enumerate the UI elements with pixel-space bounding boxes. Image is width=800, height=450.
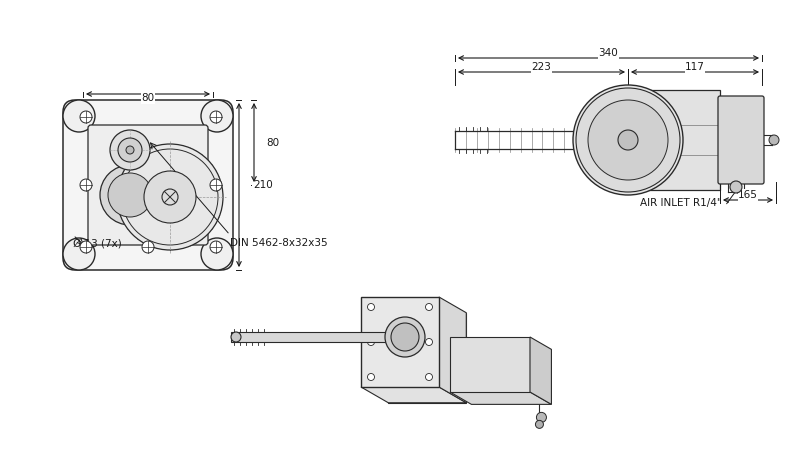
- FancyBboxPatch shape: [88, 125, 208, 245]
- Circle shape: [80, 241, 92, 253]
- Circle shape: [367, 374, 374, 381]
- FancyBboxPatch shape: [718, 96, 764, 184]
- Text: 223: 223: [531, 62, 551, 72]
- Text: DIN 5462-8x32x35: DIN 5462-8x32x35: [230, 238, 328, 248]
- Polygon shape: [361, 387, 466, 403]
- Circle shape: [573, 85, 683, 195]
- Polygon shape: [450, 392, 551, 405]
- Circle shape: [426, 374, 433, 381]
- Circle shape: [118, 138, 142, 162]
- Circle shape: [367, 303, 374, 310]
- Circle shape: [201, 100, 233, 132]
- Circle shape: [108, 173, 152, 217]
- Circle shape: [63, 100, 95, 132]
- Circle shape: [80, 179, 92, 191]
- Text: 210: 210: [253, 180, 273, 190]
- Circle shape: [535, 420, 543, 428]
- Circle shape: [391, 323, 419, 351]
- Text: 165: 165: [738, 190, 758, 200]
- Circle shape: [100, 165, 160, 225]
- Text: 117: 117: [685, 62, 705, 72]
- Circle shape: [210, 241, 222, 253]
- Circle shape: [201, 238, 233, 270]
- Circle shape: [537, 412, 546, 423]
- Text: 80: 80: [266, 138, 279, 148]
- Circle shape: [618, 130, 638, 150]
- Text: 80: 80: [142, 93, 154, 103]
- Circle shape: [426, 338, 433, 346]
- FancyBboxPatch shape: [63, 100, 233, 270]
- FancyBboxPatch shape: [638, 90, 720, 190]
- Circle shape: [730, 181, 742, 193]
- Circle shape: [367, 338, 374, 346]
- Circle shape: [63, 238, 95, 270]
- Circle shape: [426, 303, 433, 310]
- Circle shape: [576, 88, 680, 192]
- Polygon shape: [361, 297, 439, 387]
- Circle shape: [231, 332, 241, 342]
- Text: 340: 340: [598, 48, 618, 58]
- Polygon shape: [388, 313, 466, 403]
- Circle shape: [769, 135, 779, 145]
- Circle shape: [142, 241, 154, 253]
- Circle shape: [385, 317, 425, 357]
- Circle shape: [210, 179, 222, 191]
- FancyBboxPatch shape: [231, 332, 390, 342]
- Polygon shape: [530, 337, 551, 405]
- Circle shape: [588, 100, 668, 180]
- Text: AIR INLET R1/4": AIR INLET R1/4": [640, 198, 722, 208]
- Text: Ø 13 (7x): Ø 13 (7x): [73, 238, 122, 248]
- Circle shape: [80, 111, 92, 123]
- Circle shape: [210, 111, 222, 123]
- Polygon shape: [439, 297, 466, 403]
- Circle shape: [126, 146, 134, 154]
- Polygon shape: [450, 337, 530, 392]
- Circle shape: [144, 171, 196, 223]
- Circle shape: [117, 144, 223, 250]
- Circle shape: [110, 130, 150, 170]
